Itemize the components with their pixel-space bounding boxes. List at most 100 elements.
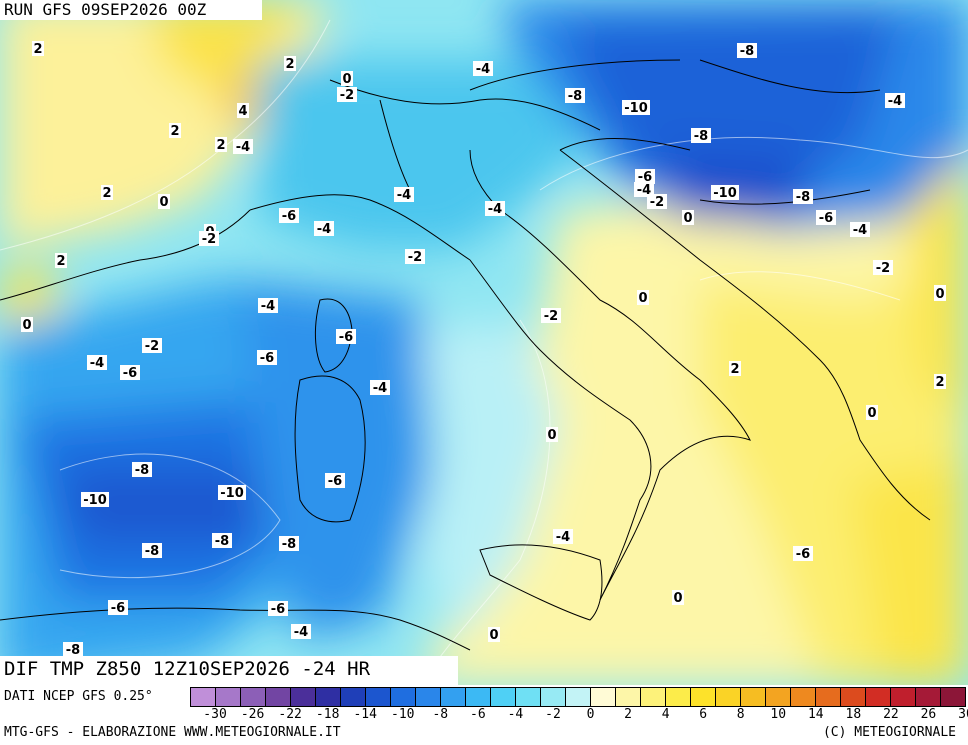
- contour-label: -4: [485, 201, 505, 217]
- svg-text:0: 0: [935, 287, 944, 302]
- svg-text:-4: -4: [294, 625, 308, 640]
- contour-label: 0: [672, 590, 684, 606]
- contour-label: 0: [158, 194, 170, 210]
- svg-text:-8: -8: [282, 537, 296, 552]
- contour-label: -6: [793, 546, 813, 562]
- color-scale-tick-label: 14: [807, 707, 824, 722]
- contour-label: -8: [212, 533, 232, 549]
- contour-label: 0: [637, 290, 649, 306]
- color-swatch: [291, 688, 316, 706]
- svg-text:-6: -6: [111, 601, 125, 616]
- color-scale-tick-label: 6: [699, 707, 708, 722]
- svg-text:-4: -4: [556, 530, 570, 545]
- color-swatch: [466, 688, 491, 706]
- svg-text:2: 2: [216, 138, 225, 153]
- contour-label: -8: [63, 642, 83, 658]
- contour-label: -4: [233, 139, 253, 155]
- run-title: RUN GFS 09SEP2026 00Z: [0, 0, 262, 20]
- color-scale-tick-label: 0: [586, 707, 595, 722]
- footer-credit: MTG-GFS - ELABORAZIONE WWW.METEOGIORNALE…: [4, 725, 341, 740]
- color-swatch: [841, 688, 866, 706]
- svg-text:-4: -4: [90, 356, 104, 371]
- contour-label: -2: [647, 194, 667, 210]
- contour-label: -4: [394, 187, 414, 203]
- contour-label: 0: [546, 427, 558, 443]
- color-swatch: [191, 688, 216, 706]
- svg-text:-2: -2: [145, 339, 159, 354]
- svg-text:-10: -10: [624, 101, 648, 116]
- contour-label: -4: [473, 61, 493, 77]
- svg-text:-10: -10: [713, 186, 737, 201]
- svg-text:2: 2: [935, 375, 944, 390]
- svg-text:-10: -10: [220, 486, 244, 501]
- contour-label: -6: [816, 210, 836, 226]
- svg-text:-8: -8: [66, 643, 80, 658]
- color-scale-tick-label: -26: [240, 707, 265, 722]
- contour-label: -4: [553, 529, 573, 545]
- color-swatch: [541, 688, 566, 706]
- color-swatch: [766, 688, 791, 706]
- color-scale-tick-label: -10: [391, 707, 415, 722]
- contour-label: -8: [737, 43, 757, 59]
- color-swatch: [241, 688, 266, 706]
- svg-text:-6: -6: [328, 474, 342, 489]
- svg-text:-8: -8: [796, 190, 810, 205]
- color-swatch: [491, 688, 516, 706]
- color-scale-tick-label: -6: [470, 707, 486, 722]
- contour-label: -8: [565, 88, 585, 104]
- svg-text:0: 0: [547, 428, 556, 443]
- contour-label: -2: [337, 87, 357, 103]
- svg-text:-8: -8: [568, 89, 582, 104]
- variable-title: DIF TMP Z850 12Z10SEP2026 -24 HR: [0, 656, 458, 685]
- color-scale-tick-label: -8: [432, 707, 449, 722]
- coastlines-borders: [0, 59, 931, 651]
- contour-label: -8: [279, 536, 299, 552]
- svg-text:-4: -4: [373, 381, 387, 396]
- svg-text:-6: -6: [271, 602, 285, 617]
- data-source-note: DATI NCEP GFS 0.25°: [4, 689, 153, 704]
- svg-text:0: 0: [673, 591, 682, 606]
- svg-text:2: 2: [170, 124, 179, 139]
- svg-text:-6: -6: [638, 170, 652, 185]
- contour-label: 2: [284, 56, 296, 72]
- contour-label: -8: [793, 189, 813, 205]
- svg-text:-4: -4: [317, 222, 331, 237]
- svg-text:-8: -8: [145, 544, 159, 559]
- color-swatch: [341, 688, 366, 706]
- color-swatch: [516, 688, 541, 706]
- color-swatch: [666, 688, 691, 706]
- svg-text:0: 0: [489, 628, 498, 643]
- color-swatch: [266, 688, 291, 706]
- contour-label: -10: [622, 100, 650, 116]
- color-swatch: [691, 688, 716, 706]
- color-scale-tick-label: 30: [958, 707, 968, 722]
- contour-label: -4: [370, 380, 390, 396]
- contour-label: 0: [682, 210, 694, 226]
- contour-label: -4: [850, 222, 870, 238]
- contour-label: -2: [873, 260, 893, 276]
- contour-label: -6: [336, 329, 356, 345]
- color-swatch: [641, 688, 666, 706]
- color-scale-tick-label: -2: [545, 707, 561, 722]
- color-swatch: [941, 688, 965, 706]
- svg-text:-8: -8: [694, 129, 708, 144]
- contour-label: 0: [866, 405, 878, 421]
- color-scale-tick-label: 10: [770, 707, 787, 722]
- svg-text:2: 2: [730, 362, 739, 377]
- svg-text:-8: -8: [135, 463, 149, 478]
- color-swatch: [566, 688, 591, 706]
- contour-label: -6: [279, 208, 299, 224]
- color-scale-tick-label: 22: [883, 707, 899, 722]
- contour-label: -8: [132, 462, 152, 478]
- contour-label: 2: [729, 361, 741, 377]
- svg-text:2: 2: [102, 186, 111, 201]
- color-swatch: [616, 688, 641, 706]
- color-scale-tick-label: -22: [278, 707, 302, 722]
- color-scale-tick-label: 26: [920, 707, 937, 722]
- svg-text:-2: -2: [408, 250, 422, 265]
- contour-label: 0: [341, 71, 353, 87]
- contour-label: -2: [199, 231, 219, 247]
- contour-label: -4: [885, 93, 905, 109]
- svg-text:-2: -2: [650, 195, 664, 210]
